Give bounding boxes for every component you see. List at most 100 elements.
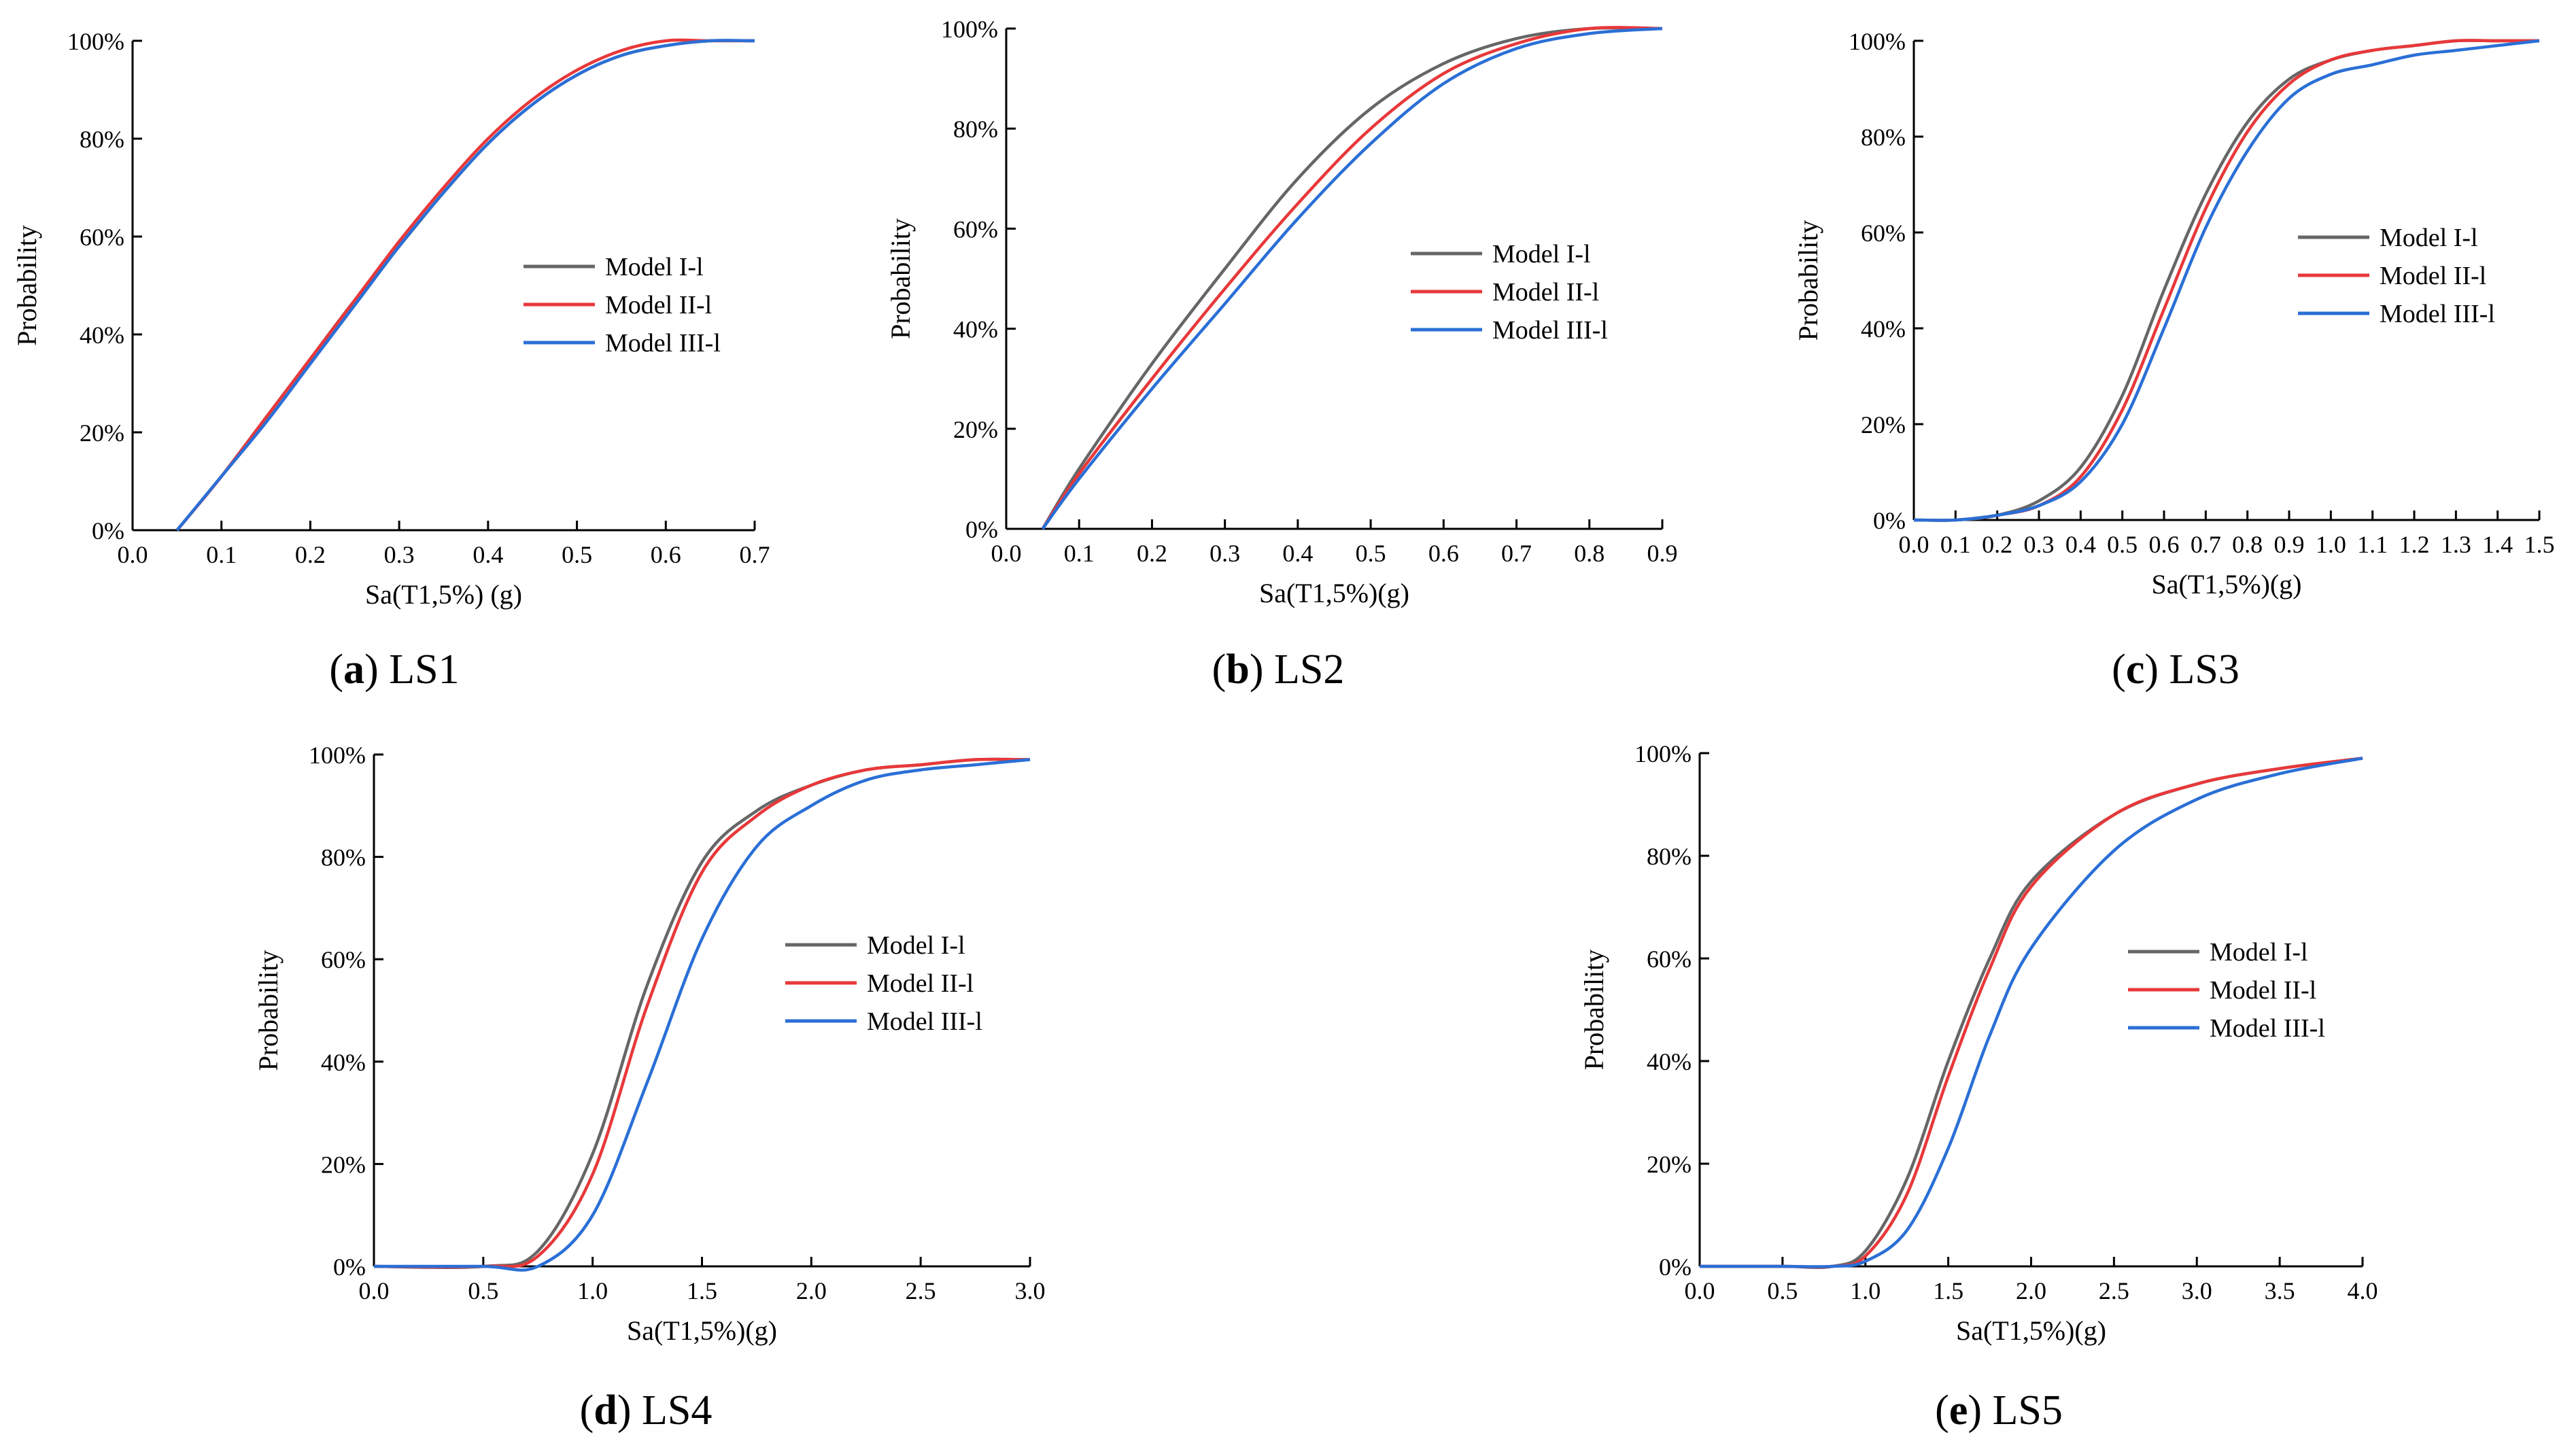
y-tick-label: 40%: [1861, 315, 1906, 343]
y-tick-label: 20%: [1647, 1151, 1692, 1178]
series-line-model-iii-l: [373, 758, 1031, 1272]
y-tick-label: 60%: [1861, 220, 1906, 247]
legend-label: Model II-l: [2380, 262, 2486, 290]
y-tick-label: 100%: [1634, 740, 1692, 767]
y-tick-label: 20%: [321, 1151, 366, 1178]
series-line-model-ii-l: [373, 757, 1031, 1269]
x-tick-label: 0.7: [740, 541, 770, 568]
y-tick-label: 100%: [1849, 28, 1906, 55]
y-tick-label: 0%: [333, 1253, 366, 1281]
x-tick-label: 0.4: [1282, 540, 1313, 567]
x-axis-title: Sa(T1,5%) (g): [365, 579, 522, 610]
x-axis-title: Sa(T1,5%)(g): [1956, 1315, 2106, 1346]
x-tick-label: 4.0: [2348, 1277, 2378, 1304]
x-tick-label: 0.0: [1685, 1277, 1715, 1304]
chart-panel-d: 0.0 0.5 1.0 1.5 2.0 2.5 3.0 0% 20% 40% 60% 80% 100% S…: [253, 742, 1046, 1434]
legend-label: Model II-l: [605, 291, 712, 319]
legend-label: Model III-l: [605, 329, 721, 358]
y-axis-title: Probability: [1793, 220, 1823, 341]
y-axis-title: Probability: [1579, 950, 1609, 1071]
series-line-model-i-l: [1041, 26, 1663, 530]
x-tick-label: 1.3: [2441, 531, 2471, 558]
series-line-model-iii-l: [1041, 27, 1663, 530]
x-tick-label: 0.0: [118, 541, 148, 568]
x-tick-label: 0.2: [295, 541, 326, 568]
x-axis-title: Sa(T1,5%)(g): [627, 1315, 777, 1346]
x-tick-label: 2.0: [796, 1277, 827, 1304]
x-tick-label: 0.6: [1428, 540, 1459, 567]
legend-label: Model I-l: [1492, 240, 1591, 268]
series-line-model-ii-l: [175, 38, 755, 532]
legend: Model I-l Model II-l Model III-l: [2128, 938, 2325, 1043]
y-axis-title: Probability: [253, 950, 284, 1071]
legend: Model I-l Model II-l Model III-l: [2298, 224, 2495, 328]
series-line-model-i-l: [1699, 757, 2363, 1269]
x-tick-label: 0.0: [359, 1277, 390, 1304]
x-tick-label: 0.5: [1356, 540, 1386, 567]
x-tick-label: 2.5: [2099, 1277, 2129, 1304]
x-tick-label: 0.9: [1647, 540, 1678, 567]
y-tick-label: 0%: [965, 516, 998, 543]
chart-panel-e: 0.0 0.5 1.0 1.5 2.0 2.5 3.0 3.5 4.0 0% 20% 40% 60% 80…: [1579, 740, 2378, 1434]
y-tick-label: 80%: [1861, 124, 1906, 151]
x-tick-label: 0.3: [2024, 531, 2055, 558]
series-line-model-iii-l: [1699, 757, 2363, 1268]
x-tick-label: 0.8: [2232, 531, 2263, 558]
y-tick-label: 0%: [1873, 507, 1906, 534]
x-tick-label: 0.1: [1940, 531, 1971, 558]
x-tick-label: 0.7: [2191, 531, 2221, 558]
legend-label: Model II-l: [1492, 278, 1599, 307]
series-line-model-ii-l: [1699, 757, 2363, 1269]
y-tick-label: 40%: [953, 316, 998, 343]
x-tick-label: 1.2: [2399, 531, 2430, 558]
x-tick-label: 0.1: [206, 541, 237, 568]
series-line-model-i-l: [175, 39, 755, 532]
y-axis-title: Probability: [12, 225, 42, 346]
x-tick-label: 2.0: [2016, 1277, 2046, 1304]
y-tick-label: 80%: [80, 126, 124, 153]
x-tick-label: 2.5: [906, 1277, 936, 1304]
series-line-model-iii-l: [175, 39, 755, 532]
chart-panel-b: 0.0 0.1 0.2 0.3 0.4 0.5 0.6 0.7 0.8 0.9 0% 20% 40% 60…: [885, 16, 1678, 693]
legend-label: Model III-l: [2210, 1014, 2325, 1043]
x-tick-label: 0.4: [2065, 531, 2096, 558]
x-tick-label: 1.0: [2316, 531, 2346, 558]
x-tick-label: 1.5: [687, 1277, 717, 1304]
x-tick-label: 0.1: [1064, 540, 1095, 567]
y-tick-label: 100%: [941, 16, 998, 43]
y-tick-label: 40%: [321, 1049, 366, 1076]
legend: Model I-l Model II-l Model III-l: [524, 253, 721, 358]
y-tick-label: 80%: [321, 844, 366, 871]
y-tick-label: 40%: [80, 322, 124, 349]
y-tick-label: 0%: [1659, 1253, 1692, 1281]
legend-label: Model I-l: [867, 931, 965, 960]
y-tick-label: 20%: [953, 416, 998, 443]
x-tick-label: 1.4: [2482, 531, 2513, 558]
panel-caption: (c) LS3: [2112, 646, 2240, 693]
legend: Model I-l Model II-l Model III-l: [1411, 240, 1608, 345]
x-tick-label: 1.0: [577, 1277, 608, 1304]
x-tick-label: 0.5: [2107, 531, 2138, 558]
x-tick-label: 1.1: [2357, 531, 2388, 558]
y-tick-label: 80%: [1647, 843, 1692, 870]
x-tick-label: 3.5: [2265, 1277, 2295, 1304]
y-tick-label: 20%: [80, 419, 124, 447]
x-tick-label: 1.0: [1850, 1277, 1881, 1304]
y-tick-label: 20%: [1861, 411, 1906, 438]
x-axis-title: Sa(T1,5%)(g): [1259, 578, 1409, 608]
x-tick-label: 0.0: [991, 540, 1022, 567]
y-tick-label: 100%: [67, 28, 124, 55]
legend-label: Model I-l: [2380, 224, 2478, 252]
x-tick-label: 0.4: [473, 541, 503, 568]
legend-label: Model II-l: [867, 969, 974, 998]
series-line-model-iii-l: [1913, 39, 2540, 522]
legend: Model I-l Model II-l Model III-l: [785, 931, 982, 1036]
legend-label: Model I-l: [2210, 938, 2308, 967]
x-tick-label: 0.5: [468, 1277, 498, 1304]
x-tick-label: 3.0: [1015, 1277, 1046, 1304]
y-tick-label: 40%: [1647, 1048, 1692, 1075]
y-tick-label: 100%: [309, 742, 366, 769]
y-tick-label: 60%: [953, 215, 998, 243]
x-tick-label: 1.5: [2524, 531, 2555, 558]
